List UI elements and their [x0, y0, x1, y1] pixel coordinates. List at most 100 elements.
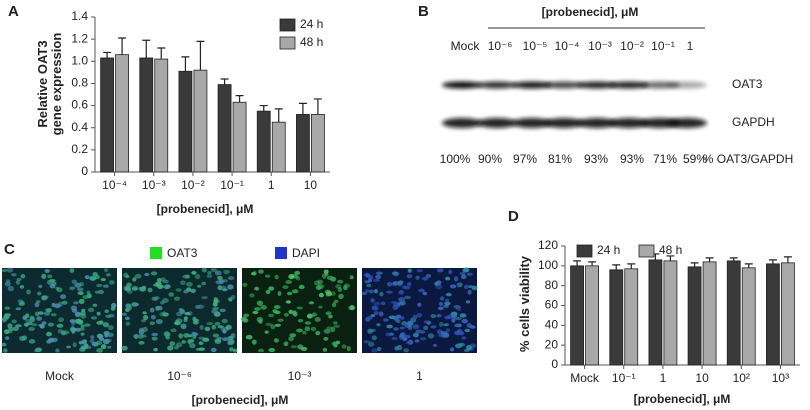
- cell: [338, 293, 344, 299]
- lane-label: 10⁻⁵: [523, 39, 548, 53]
- cell: [256, 300, 263, 306]
- cell: [288, 274, 295, 280]
- x-tick-label: 10: [304, 178, 318, 192]
- cell: [251, 339, 257, 345]
- error-bar: [196, 40, 205, 71]
- cell: [150, 314, 156, 320]
- cell: [192, 320, 199, 325]
- cell: [156, 278, 162, 283]
- error-bar: [103, 51, 112, 58]
- cell: [223, 269, 230, 275]
- cell: [84, 275, 90, 280]
- cell: [287, 291, 293, 296]
- cell: [169, 341, 175, 347]
- cell: [245, 334, 253, 340]
- blot-band: [512, 81, 552, 89]
- cell: [197, 304, 205, 309]
- blot-band: [512, 118, 552, 128]
- cell: [37, 291, 42, 296]
- cell: [393, 327, 399, 331]
- cell: [206, 322, 214, 326]
- cell: [277, 291, 282, 296]
- x-tick-label: 10⁻²: [181, 178, 205, 192]
- y-axis-label: % cells viability: [517, 255, 532, 353]
- cell: [86, 290, 91, 295]
- cell: [232, 348, 238, 353]
- cell: [464, 328, 471, 333]
- cell: [165, 335, 170, 340]
- cell: [194, 273, 201, 280]
- cell: [39, 324, 45, 329]
- cell: [56, 323, 64, 328]
- cell: [107, 332, 114, 338]
- bar: [154, 58, 169, 173]
- cell: [138, 333, 144, 339]
- cell: [153, 347, 158, 352]
- cell: [407, 282, 412, 286]
- cell: [422, 276, 429, 281]
- cell: [74, 311, 82, 317]
- cell: [445, 328, 451, 333]
- cell: [97, 333, 103, 339]
- cell: [391, 336, 398, 341]
- cell: [403, 348, 410, 353]
- cell: [465, 300, 471, 304]
- y-tick-label: 120: [538, 238, 558, 252]
- cell: [69, 268, 75, 273]
- cell: [343, 285, 348, 291]
- bar: [585, 265, 599, 366]
- cell: [126, 305, 132, 311]
- cell: [168, 292, 174, 297]
- cell: [297, 319, 304, 323]
- cell: [147, 287, 153, 293]
- cell: [371, 335, 377, 341]
- cell: [389, 332, 394, 336]
- cell: [373, 278, 381, 282]
- cell: [19, 285, 25, 289]
- cell: [444, 298, 450, 303]
- cell: [283, 341, 289, 347]
- blot-band: [477, 118, 517, 128]
- cell: [202, 337, 210, 342]
- cell: [466, 344, 472, 351]
- cell: [370, 314, 375, 318]
- cell: [150, 271, 158, 276]
- cell: [41, 273, 47, 279]
- cell: [250, 272, 256, 276]
- cell: [22, 315, 28, 321]
- cell: [308, 301, 315, 305]
- bar: [232, 101, 247, 173]
- cell: [25, 319, 32, 323]
- ratio-label: 90%: [478, 152, 502, 166]
- cell: [210, 347, 217, 353]
- error-bar: [220, 78, 229, 85]
- cell: [70, 325, 75, 332]
- bar: [256, 110, 271, 173]
- cell: [28, 326, 35, 331]
- cell: [323, 328, 331, 334]
- blot-band: [442, 81, 482, 89]
- cell: [293, 275, 300, 279]
- cell: [186, 281, 193, 287]
- cell: [315, 330, 321, 336]
- cell: [365, 289, 370, 293]
- legend-swatch: [638, 244, 655, 258]
- cell: [398, 297, 405, 303]
- cell: [106, 273, 111, 277]
- cell: [407, 325, 413, 331]
- cell: [34, 302, 40, 308]
- y-tick-label: 20: [545, 337, 559, 351]
- cell: [72, 342, 77, 348]
- cell: [11, 273, 17, 277]
- cell: [162, 298, 169, 303]
- cell: [87, 307, 95, 313]
- lane-label: 10⁻²: [620, 39, 644, 53]
- cell: [467, 289, 472, 295]
- cell: [199, 325, 204, 330]
- cell: [285, 300, 291, 304]
- blot-band: [477, 81, 517, 89]
- cell: [183, 289, 189, 294]
- cell: [143, 314, 149, 321]
- cell: [451, 314, 457, 318]
